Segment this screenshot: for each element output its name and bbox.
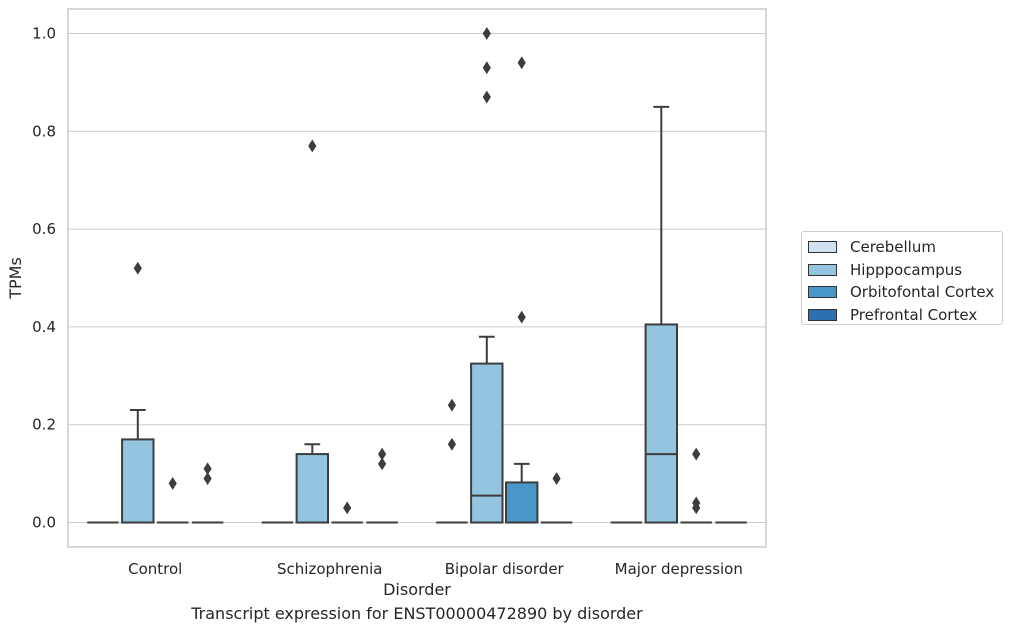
outlier-point — [133, 261, 142, 275]
outlier-point — [447, 437, 456, 451]
y-tick-label: 0.6 — [32, 220, 56, 238]
box-hipppocampus — [295, 139, 330, 524]
outlier-point — [692, 501, 701, 515]
box-cerebellum — [436, 398, 468, 524]
box-hipppocampus — [470, 27, 504, 524]
y-axis-label: TPMs — [6, 257, 25, 300]
box-body — [504, 481, 539, 524]
box-orbitofontal-cortex — [680, 447, 712, 524]
outlier-point — [447, 398, 456, 412]
outlier-point — [343, 501, 352, 515]
outlier-point — [203, 472, 212, 485]
y-tick-label: 0.4 — [32, 318, 56, 336]
outlier-point — [552, 472, 561, 485]
outlier-point — [378, 457, 387, 471]
y-tick-label: 0.0 — [32, 514, 56, 532]
box-body — [644, 323, 679, 524]
y-tick-label: 0.8 — [32, 122, 56, 140]
box-hipppocampus — [644, 105, 679, 524]
box-orbitofontal-cortex — [504, 56, 539, 524]
legend-label: Cerebellum — [850, 238, 936, 257]
box-prefrontal-cortex — [366, 447, 398, 524]
plot-frame — [67, 8, 767, 548]
box-prefrontal-cortex — [191, 462, 224, 524]
legend-item: Prefrontal Cortex — [808, 304, 1002, 327]
legend-swatch — [808, 286, 837, 299]
box-body — [295, 453, 330, 524]
legend-label: Prefrontal Cortex — [850, 305, 978, 324]
legend-swatch — [808, 241, 837, 254]
x-tick-label: Control — [128, 560, 182, 578]
box-body — [470, 362, 504, 524]
x-axis-label: Disorder — [383, 580, 451, 599]
outlier-point — [692, 447, 701, 461]
outlier-point — [482, 61, 491, 75]
outlier-point — [308, 139, 317, 153]
box-prefrontal-cortex — [540, 472, 573, 524]
x-tick-label: Major depression — [615, 560, 743, 578]
legend-item: Cerebellum — [808, 236, 1002, 259]
outlier-point — [482, 27, 491, 40]
box-hipppocampus — [121, 261, 155, 524]
y-tick-label: 0.2 — [32, 416, 56, 434]
outlier-point — [168, 476, 177, 490]
legend-item: Orbitofontal Cortex — [808, 281, 1002, 304]
box-orbitofontal-cortex — [156, 476, 189, 524]
legend-item: Hipppocampus — [808, 259, 1002, 282]
outlier-point — [482, 90, 491, 104]
legend-label: Orbitofontal Cortex — [850, 283, 995, 302]
box-orbitofontal-cortex — [331, 501, 363, 524]
x-tick-label: Bipolar disorder — [445, 560, 565, 578]
box-body — [121, 438, 155, 524]
legend: Cerebellum Hipppocampus Orbitofontal Corte… — [801, 231, 1003, 325]
y-tick-label: 1.0 — [32, 24, 56, 42]
outlier-point — [517, 310, 526, 324]
outlier-point — [517, 56, 526, 70]
legend-label: Hipppocampus — [850, 260, 963, 279]
figure-caption: Transcript expression for ENST0000047289… — [191, 604, 643, 623]
legend-swatch — [808, 308, 837, 321]
x-tick-label: Schizophrenia — [277, 560, 382, 578]
legend-swatch — [808, 263, 837, 276]
